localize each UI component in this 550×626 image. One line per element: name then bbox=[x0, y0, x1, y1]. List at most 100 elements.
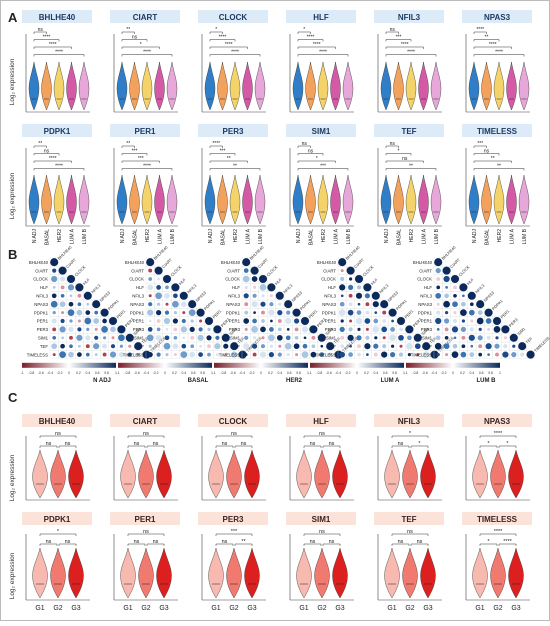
correlation-dot bbox=[172, 318, 179, 324]
gene-row-label: CIART bbox=[323, 268, 336, 273]
correlation-dot bbox=[269, 302, 274, 307]
correlation-dot bbox=[251, 343, 258, 349]
violin bbox=[50, 449, 66, 499]
gene-title: PER1 bbox=[135, 515, 156, 524]
correlation-dot bbox=[125, 333, 134, 342]
scale-tick-label: 0.8 bbox=[488, 371, 493, 375]
correlation-dot bbox=[470, 319, 474, 323]
significance-label: ns bbox=[319, 529, 325, 535]
violin bbox=[244, 547, 260, 599]
scale-tick-label: 1 bbox=[307, 371, 309, 375]
violin bbox=[204, 61, 216, 111]
correlation-dot bbox=[436, 328, 440, 331]
gene-row-label: TEF bbox=[328, 344, 336, 349]
correlation-dot bbox=[252, 318, 257, 324]
violin bbox=[244, 449, 260, 499]
correlation-dot bbox=[300, 316, 310, 326]
significance-label: ** bbox=[241, 539, 246, 545]
group-label: G1 bbox=[299, 605, 308, 612]
significance-bracket bbox=[391, 533, 429, 536]
violin bbox=[314, 547, 330, 599]
significance-label: ns bbox=[143, 529, 149, 535]
violin bbox=[296, 547, 312, 599]
correlation-dot bbox=[198, 352, 203, 357]
scale-tick-label: 0.2 bbox=[364, 371, 369, 375]
group-label: N ADJ bbox=[120, 229, 126, 244]
violin bbox=[78, 61, 90, 111]
gene-row-label: CIART bbox=[35, 268, 48, 273]
significance-bracket bbox=[385, 46, 424, 49]
gene-diagonal-label: PER3 bbox=[508, 316, 519, 327]
correlation-dot bbox=[110, 344, 116, 349]
group-label: G2 bbox=[405, 605, 414, 612]
gene-diagonal-label: NFIL3 bbox=[90, 283, 102, 295]
correlation-dot bbox=[445, 353, 449, 357]
correlation-dot bbox=[253, 336, 257, 340]
correlation-dot bbox=[391, 344, 395, 348]
significance-bracket bbox=[209, 160, 248, 163]
gene-row-label: SIM1 bbox=[230, 335, 241, 340]
correlation-dot bbox=[110, 326, 116, 333]
significance-bracket bbox=[209, 31, 223, 34]
correlation-dot bbox=[311, 344, 316, 349]
gene-row-label: NPAS3 bbox=[226, 302, 240, 307]
correlation-dot bbox=[347, 334, 354, 341]
correlation-dot bbox=[340, 335, 345, 340]
correlation-dot bbox=[69, 335, 73, 340]
correlation-dot bbox=[261, 319, 265, 323]
scale-tick-label: -1 bbox=[308, 371, 311, 375]
scale-tick-label: 0.6 bbox=[191, 371, 196, 375]
correlation-dot bbox=[357, 352, 361, 357]
significance-label: **** bbox=[489, 42, 497, 48]
correlation-dot bbox=[199, 344, 202, 348]
correlation-dot bbox=[452, 318, 458, 324]
correlation-dot bbox=[69, 319, 73, 323]
correlation-dot bbox=[381, 351, 388, 358]
significance-label: **** bbox=[494, 529, 503, 535]
correlation-dot bbox=[278, 302, 282, 306]
correlation-dot bbox=[50, 300, 58, 308]
correlation-dot bbox=[251, 276, 258, 282]
significance-bracket bbox=[121, 145, 135, 148]
significance-label: ns bbox=[310, 441, 316, 447]
significance-bracket bbox=[33, 54, 85, 57]
correlation-dot bbox=[52, 311, 56, 315]
correlation-dot bbox=[251, 326, 258, 333]
correlation-dot bbox=[445, 286, 448, 289]
significance-label: **** bbox=[401, 42, 409, 48]
group-label: HER2 bbox=[321, 229, 327, 243]
correlation-dot bbox=[207, 352, 211, 357]
correlation-dot bbox=[165, 285, 169, 290]
significance-label: * bbox=[487, 539, 490, 545]
scale-tick-label: -0.4 bbox=[239, 371, 245, 375]
correlation-dot bbox=[51, 343, 58, 350]
significance-label: *** bbox=[220, 149, 226, 155]
group-label: G3 bbox=[511, 605, 520, 612]
gene-header-box bbox=[22, 10, 92, 23]
correlation-dot bbox=[52, 353, 56, 357]
significance-bracket bbox=[303, 533, 341, 536]
gene-row-label: PER3 bbox=[37, 327, 49, 332]
scale-tick-label: 1 bbox=[403, 371, 405, 375]
correlation-dot bbox=[399, 327, 403, 332]
correlation-dot bbox=[495, 352, 499, 357]
correlation-dot bbox=[173, 311, 177, 315]
significance-bracket bbox=[473, 168, 525, 171]
significance-label: ns bbox=[407, 529, 413, 535]
significance-bracket bbox=[410, 445, 429, 448]
significance-bracket bbox=[322, 543, 341, 546]
group-label: BASAL bbox=[397, 229, 403, 245]
significance-bracket bbox=[297, 54, 349, 57]
correlation-dot bbox=[284, 342, 292, 350]
significance-label: ns bbox=[153, 441, 159, 447]
correlation-dot bbox=[244, 310, 249, 315]
significance-label: ns bbox=[241, 441, 247, 447]
correlation-dot bbox=[460, 309, 467, 316]
gene-diagonal-label: SIM1 bbox=[516, 326, 527, 337]
significance-label: ns bbox=[398, 539, 404, 545]
correlation-dot bbox=[493, 326, 501, 333]
violin bbox=[66, 61, 77, 111]
violin bbox=[50, 547, 66, 599]
correlation-dot bbox=[270, 319, 273, 323]
